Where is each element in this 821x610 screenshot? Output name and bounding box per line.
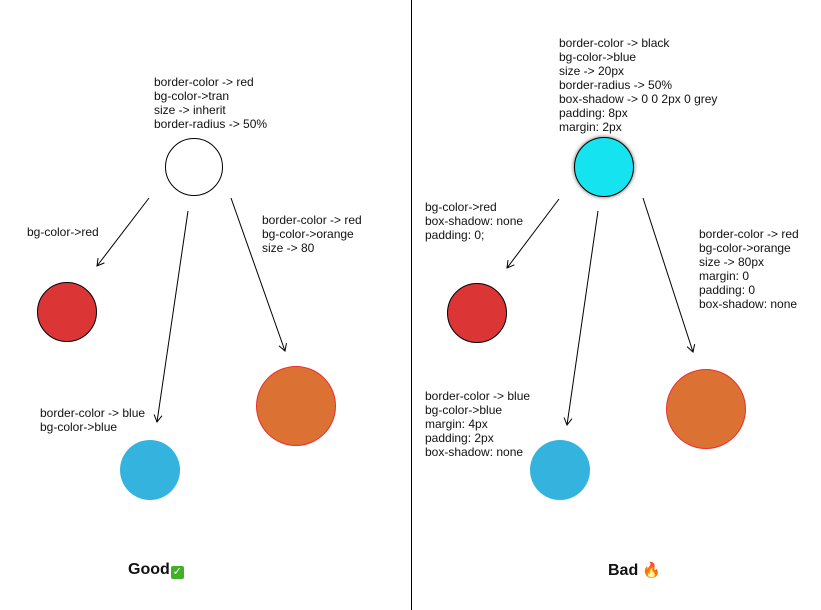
good-root-circle bbox=[165, 138, 223, 196]
good-root-note: border-color -> red bg-color->tran size … bbox=[154, 75, 267, 131]
bad-left-note: bg-color->red box-shadow: none padding: … bbox=[425, 200, 523, 242]
note-line: bg-color->blue bbox=[40, 420, 145, 434]
bad-root-circle bbox=[574, 137, 634, 197]
note-line: margin: 4px bbox=[425, 417, 530, 431]
note-line: bg-color->tran bbox=[154, 89, 267, 103]
note-line: bg-color->red bbox=[425, 200, 523, 214]
good-blue-circle bbox=[120, 440, 180, 500]
good-orange-circle bbox=[256, 366, 336, 446]
note-line: border-radius -> 50% bbox=[559, 78, 717, 92]
good-red-circle bbox=[37, 282, 97, 342]
note-line: padding: 8px bbox=[559, 106, 717, 120]
note-line: box-shadow -> 0 0 2px 0 grey bbox=[559, 92, 717, 106]
note-line: box-shadow: none bbox=[425, 214, 523, 228]
good-label: Good bbox=[128, 561, 170, 578]
bad-right-note: border-color -> red bg-color->orange siz… bbox=[699, 227, 799, 311]
bad-red-circle bbox=[447, 283, 507, 343]
note-line: padding: 2px bbox=[425, 431, 530, 445]
good-left-note: bg-color->red bbox=[27, 225, 99, 239]
bad-caption: Bad 🔥 bbox=[608, 561, 661, 580]
note-line: border-color -> blue bbox=[40, 406, 145, 420]
note-line: size -> 20px bbox=[559, 64, 717, 78]
note-line: box-shadow: none bbox=[699, 297, 799, 311]
note-line: border-radius -> 50% bbox=[154, 117, 267, 131]
note-line: box-shadow: none bbox=[425, 445, 530, 459]
note-line: bg-color->orange bbox=[699, 241, 799, 255]
bad-blue-circle bbox=[530, 440, 590, 500]
bad-root-note: border-color -> black bg-color->blue siz… bbox=[559, 36, 717, 134]
good-middle-note: border-color -> blue bg-color->blue bbox=[40, 406, 145, 434]
note-line: border-color -> black bbox=[559, 36, 717, 50]
bad-orange-circle bbox=[666, 369, 746, 449]
bad-label: Bad bbox=[608, 562, 638, 579]
note-line: bg-color->orange bbox=[262, 227, 362, 241]
note-line: size -> 80px bbox=[699, 255, 799, 269]
check-mark-icon: ✓ bbox=[171, 566, 184, 579]
bad-middle-note: border-color -> blue bg-color->blue marg… bbox=[425, 389, 530, 459]
note-line: margin: 2px bbox=[559, 120, 717, 134]
note-line: padding: 0; bbox=[425, 228, 523, 242]
note-line: border-color -> red bbox=[699, 227, 799, 241]
good-right-note: border-color -> red bg-color->orange siz… bbox=[262, 213, 362, 255]
note-line: bg-color->blue bbox=[425, 403, 530, 417]
note-line: border-color -> red bbox=[262, 213, 362, 227]
note-line: bg-color->blue bbox=[559, 50, 717, 64]
fire-icon: 🔥 bbox=[642, 561, 661, 579]
bad-arrow-right bbox=[643, 198, 693, 352]
note-line: border-color -> blue bbox=[425, 389, 530, 403]
good-caption: Good ✓ bbox=[128, 561, 184, 579]
note-line: bg-color->red bbox=[27, 225, 99, 239]
note-line: padding: 0 bbox=[699, 283, 799, 297]
good-arrow-left bbox=[97, 198, 149, 266]
note-line: border-color -> red bbox=[154, 75, 267, 89]
note-line: margin: 0 bbox=[699, 269, 799, 283]
good-arrow-middle bbox=[157, 211, 188, 422]
note-line: size -> 80 bbox=[262, 241, 362, 255]
bad-arrow-middle bbox=[567, 211, 598, 425]
note-line: size -> inherit bbox=[154, 103, 267, 117]
